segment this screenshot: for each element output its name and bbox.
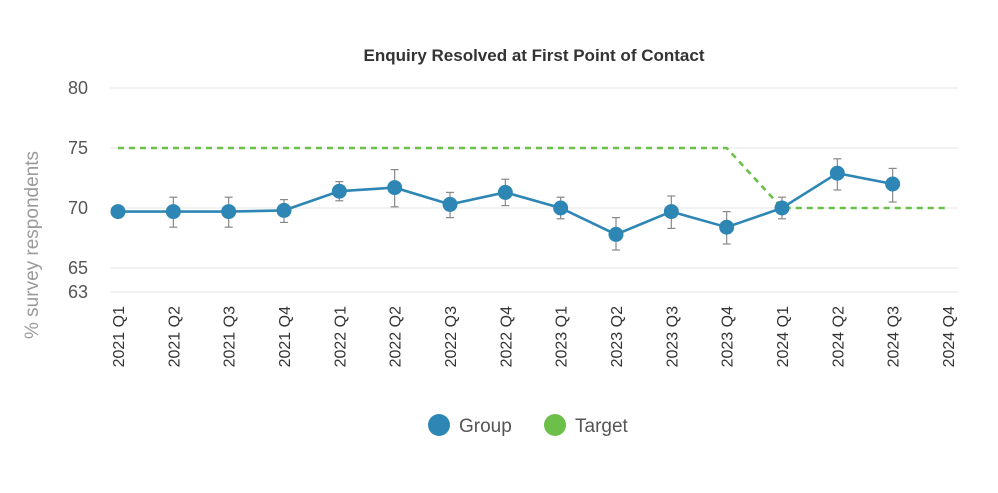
group-data-point[interactable] <box>663 204 679 220</box>
series-layer <box>110 146 948 251</box>
legend-marker <box>428 414 450 436</box>
legend-item[interactable]: Group <box>428 414 512 437</box>
group-data-point[interactable] <box>442 196 458 212</box>
legend[interactable]: Group Target <box>428 414 629 437</box>
legend-item[interactable]: Target <box>544 414 629 437</box>
x-tick-label: 2022 Q4 <box>498 306 515 367</box>
x-tick-label: 2023 Q1 <box>554 306 571 367</box>
x-tick-label: 2022 Q3 <box>443 306 460 367</box>
group-data-point[interactable] <box>553 200 569 216</box>
group-data-point[interactable] <box>774 200 790 216</box>
chart-title: Enquiry Resolved at First Point of Conta… <box>364 46 705 65</box>
x-tick-label: 2021 Q3 <box>222 306 239 367</box>
x-axis-ticks: 2021 Q1 2021 Q2 2021 Q3 2021 Q4 2022 Q1 2022 … <box>111 306 958 367</box>
group-data-point[interactable] <box>608 226 624 242</box>
y-tick-label: 65 <box>68 258 88 278</box>
x-tick-label: 2023 Q4 <box>720 306 737 367</box>
group-data-point[interactable] <box>885 176 901 192</box>
x-tick-label: 2021 Q2 <box>166 306 183 367</box>
y-axis-ticks: 80 75 70 65 63 <box>68 78 88 302</box>
group-data-point[interactable] <box>387 180 403 196</box>
y-tick-label: 63 <box>68 282 88 302</box>
x-tick-label: 2022 Q1 <box>332 306 349 367</box>
group-data-point[interactable] <box>110 204 126 220</box>
target-series-line <box>118 146 948 210</box>
group-data-point[interactable] <box>221 204 237 220</box>
x-tick-label: 2021 Q4 <box>277 306 294 367</box>
x-tick-label: 2023 Q2 <box>609 306 626 367</box>
legend-label: Target <box>575 416 629 437</box>
group-data-point[interactable] <box>719 219 735 235</box>
legend-marker <box>544 414 566 436</box>
x-tick-label: 2024 Q1 <box>775 306 792 367</box>
group-data-point[interactable] <box>331 183 347 199</box>
x-tick-label: 2024 Q3 <box>886 306 903 367</box>
legend-label: Group <box>459 416 512 437</box>
x-tick-label: 2024 Q2 <box>830 306 847 367</box>
group-data-point[interactable] <box>276 202 292 218</box>
gridlines <box>110 87 958 293</box>
group-data-point[interactable] <box>165 204 181 220</box>
x-tick-label: 2023 Q3 <box>664 306 681 367</box>
x-tick-label: 2021 Q1 <box>111 306 128 367</box>
x-tick-label: 2024 Q4 <box>941 306 958 367</box>
y-tick-label: 75 <box>68 138 88 158</box>
y-tick-label: 70 <box>68 198 88 218</box>
group-data-point[interactable] <box>829 165 845 181</box>
group-data-point[interactable] <box>497 184 513 200</box>
y-tick-label: 80 <box>68 78 88 98</box>
y-axis-label: % survey respondents <box>22 151 43 339</box>
x-tick-label: 2022 Q2 <box>388 306 405 367</box>
